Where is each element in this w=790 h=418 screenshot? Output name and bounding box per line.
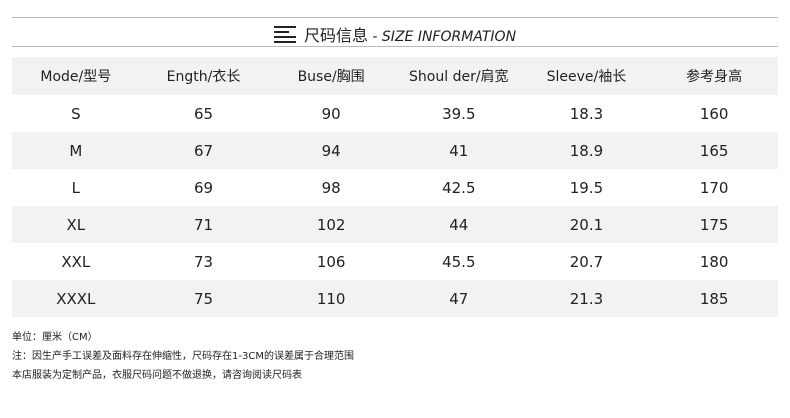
header-cell: Shoul der/肩宽 (409, 69, 509, 85)
table-cell: 20.1 (569, 215, 604, 234)
header-cell: 参考身高 (686, 69, 743, 85)
table-cell: 185 (699, 289, 729, 308)
divider-bottom (12, 46, 778, 47)
table-cell: 175 (699, 215, 729, 234)
header-cell: Buse/胸围 (297, 69, 365, 85)
table-cell: L (71, 178, 80, 197)
table-cell: 18.3 (569, 104, 604, 123)
table-cell: M (69, 141, 83, 160)
table-cell: 106 (316, 252, 346, 271)
table-cell: 69 (193, 178, 214, 197)
title-cn: 尺码信息 (303, 26, 368, 45)
size-table: Mode/型号 Ength/衣长 Buse/胸围 Shoul der/肩宽 Sl… (12, 57, 778, 317)
divider-top (12, 17, 778, 18)
table-cell: 39.5 (442, 104, 476, 123)
table-cell: 98 (321, 178, 341, 197)
table-cell: 170 (699, 178, 729, 197)
title-separator: - (367, 29, 382, 45)
note-unit: 单位：厘米（CM） (12, 332, 98, 343)
table-row: XXL 73 106 45.5 20.7 180 (12, 243, 778, 280)
table-cell: 94 (321, 141, 341, 160)
table-cell: 47 (449, 289, 469, 308)
table-cell: 102 (316, 215, 346, 234)
table-row: M 67 94 41 18.9 165 (12, 132, 778, 169)
table-cell: 180 (699, 252, 729, 271)
table-cell: 165 (699, 141, 729, 160)
table-row: XL 71 102 44 20.1 175 (12, 206, 778, 243)
note-return-policy: 本店服装为定制产品，衣服尺码问题不做退换，请咨询阅读尺码表 (12, 370, 302, 381)
table-cell: 65 (193, 104, 214, 123)
table-cell: 42.5 (442, 178, 476, 197)
header-cell: Sleeve/袖长 (546, 69, 627, 85)
header-row: Mode/型号 Ength/衣长 Buse/胸围 Shoul der/肩宽 Sl… (12, 57, 778, 95)
table-cell: S (71, 104, 81, 123)
menu-lines-icon (273, 26, 296, 44)
table-cell: 90 (321, 104, 341, 123)
table-cell: 110 (316, 289, 346, 308)
table-row: XXXL 75 110 47 21.3 185 (12, 280, 778, 317)
table-cell: 73 (193, 252, 214, 271)
table-cell: 19.5 (569, 178, 604, 197)
header-cell: Mode/型号 (40, 69, 112, 85)
note-tolerance: 注：因生产手工误差及面料存在伸缩性，尺码存在1-3CM的误差属于合理范围 (12, 351, 354, 362)
table-row: L 69 98 42.5 19.5 170 (12, 169, 778, 206)
title-en: SIZE INFORMATION (381, 29, 517, 45)
table-cell: XXXL (56, 289, 96, 308)
table-cell: 20.7 (569, 252, 604, 271)
table-cell: 75 (193, 289, 214, 308)
notes: 单位：厘米（CM） 注：因生产手工误差及面料存在伸缩性，尺码存在1-3CM的误差… (12, 328, 354, 385)
table-cell: 71 (193, 215, 214, 234)
table-cell: 41 (449, 141, 469, 160)
table-cell: 45.5 (442, 252, 476, 271)
section-title: 尺码信息 - SIZE INFORMATION (0, 22, 790, 46)
table-cell: 18.9 (569, 141, 604, 160)
table-cell: 21.3 (569, 289, 604, 308)
table-cell: 67 (193, 141, 214, 160)
table-cell: XXL (61, 252, 91, 271)
table-cell: XL (66, 215, 86, 234)
table-cell: 160 (699, 104, 729, 123)
header-cell: Ength/衣长 (166, 69, 241, 85)
table-cell: 44 (449, 215, 469, 234)
table-row: S 65 90 39.5 18.3 160 (12, 95, 778, 132)
